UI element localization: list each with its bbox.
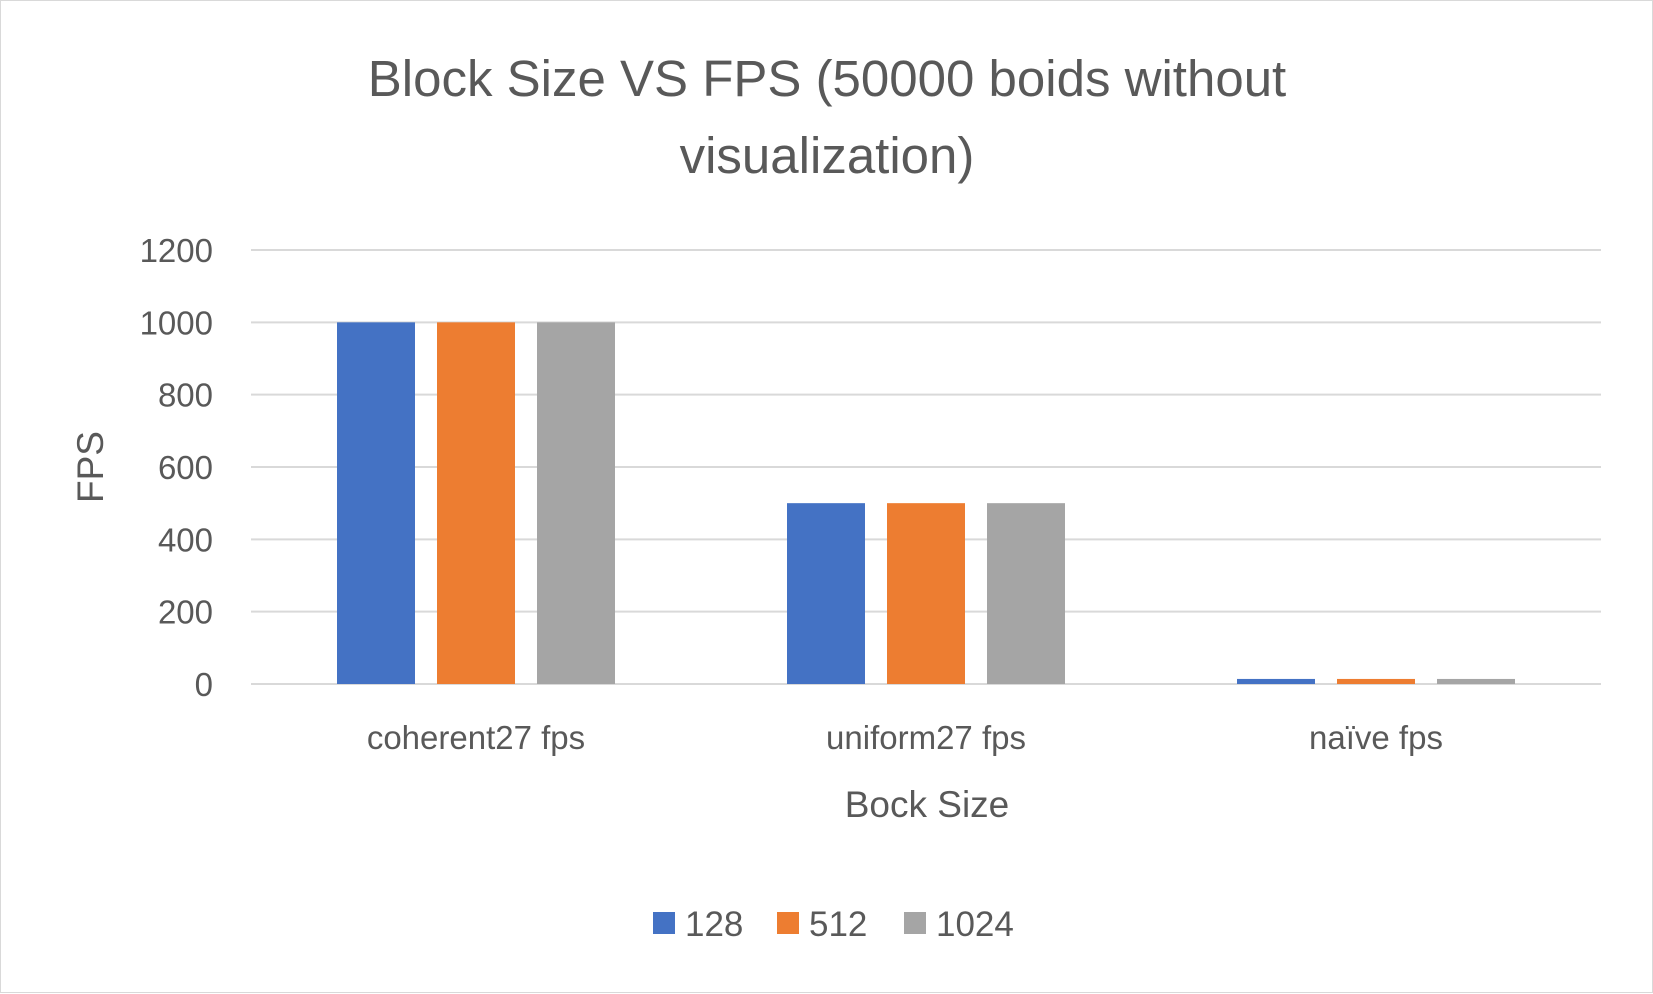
- legend-swatch-512: [777, 912, 799, 934]
- bar-128-3: [1237, 678, 1315, 684]
- x-tick-label: coherent27 fps: [367, 719, 585, 756]
- y-tick-label: 200: [158, 594, 213, 631]
- y-tick-label: 800: [158, 377, 213, 414]
- legend-swatch-1024: [904, 912, 926, 934]
- bar-512-2: [887, 503, 965, 684]
- x-axis-tick-labels: coherent27 fps uniform27 fps naïve fps: [367, 719, 1443, 756]
- chart-title-line-1: Block Size VS FPS (50000 boids without: [368, 50, 1286, 107]
- bar-512-3: [1337, 678, 1415, 684]
- x-tick-label: uniform27 fps: [826, 719, 1026, 756]
- bar-1024-3: [1437, 678, 1515, 684]
- x-axis-title: Bock Size: [845, 784, 1010, 825]
- legend-swatch-128: [653, 912, 675, 934]
- y-tick-label: 0: [195, 666, 213, 703]
- y-axis-tick-labels: 0 200 400 600 800 1000 1200: [140, 232, 213, 703]
- y-tick-label: 1000: [140, 304, 213, 341]
- chart-title-line-2: visualization): [680, 127, 975, 184]
- legend-label-1024: 1024: [936, 905, 1014, 944]
- bar-512-1: [437, 322, 515, 684]
- chart-title: Block Size VS FPS (50000 boids without v…: [368, 50, 1286, 184]
- bar-1024-2: [987, 503, 1065, 684]
- legend: 128 512 1024: [653, 905, 1014, 944]
- bar-128-2: [787, 503, 865, 684]
- y-tick-label: 400: [158, 521, 213, 558]
- legend-label-128: 128: [685, 905, 743, 944]
- y-tick-label: 600: [158, 449, 213, 486]
- x-tick-label: naïve fps: [1309, 719, 1443, 756]
- bar-1024-1: [537, 322, 615, 684]
- legend-label-512: 512: [809, 905, 867, 944]
- bar-128-1: [337, 322, 415, 684]
- bars: [337, 322, 1515, 684]
- y-axis-title: FPS: [70, 431, 111, 503]
- y-tick-label: 1200: [140, 232, 213, 269]
